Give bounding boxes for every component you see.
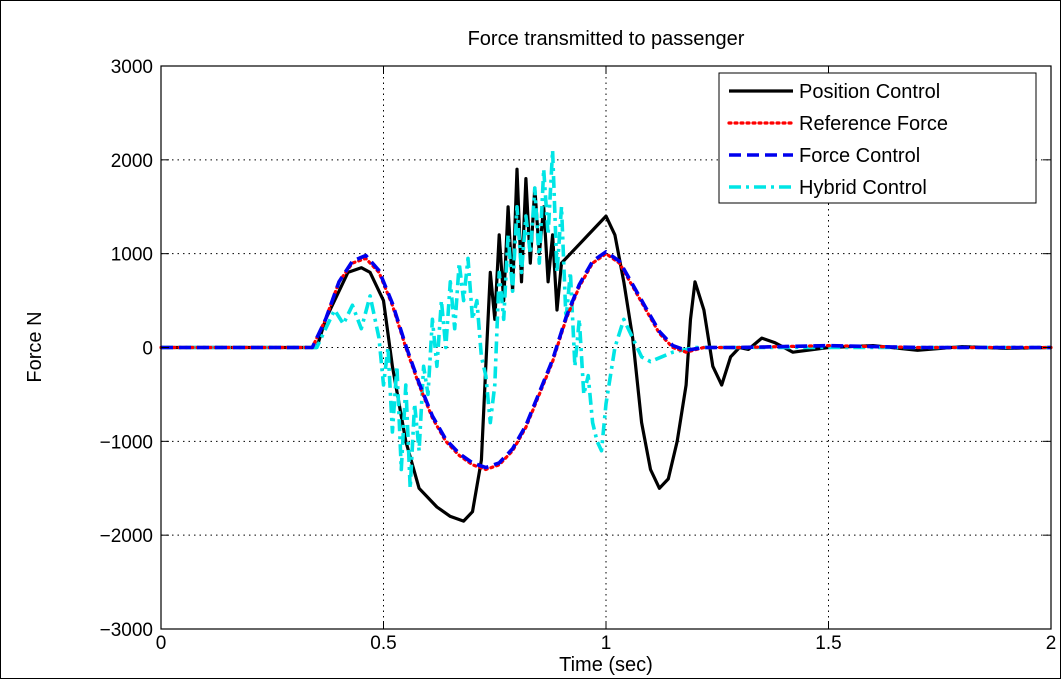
y-tick-label: 2000 <box>111 151 153 172</box>
axis-ticks: 0 0.5 1 1.5 2 −3000 −2000 −1000 0 1000 2000 3000 <box>100 57 1057 654</box>
legend-label-force-control: Force Control <box>799 145 920 167</box>
legend-box <box>718 72 1037 204</box>
y-tick-label: −3000 <box>100 620 153 641</box>
chart-title: Force transmitted to passenger <box>468 28 745 50</box>
y-tick-label: 3000 <box>111 57 153 78</box>
y-tick-label: 1000 <box>111 245 153 266</box>
x-tick-label: 1 <box>601 633 612 654</box>
legend-label-hybrid-control: Hybrid Control <box>799 177 927 199</box>
series-line-hybrid-control <box>161 148 1051 491</box>
series-line-position-control <box>161 167 1052 523</box>
legend-label-position-control: Position Control <box>799 81 940 103</box>
legend: Position Control Reference Force Force Con… <box>718 72 1037 204</box>
x-axis-label: Time (sec) <box>559 654 653 676</box>
x-tick-label: 0 <box>156 633 167 654</box>
series-line-force-control <box>161 250 1051 470</box>
x-tick-label: 1.5 <box>815 633 841 654</box>
x-tick-label: 2 <box>1046 633 1057 654</box>
series-lines <box>159 148 1053 523</box>
x-tick-label: 0.5 <box>370 633 396 654</box>
legend-label-reference-force: Reference Force <box>799 113 948 135</box>
y-tick-label: −1000 <box>100 432 153 453</box>
y-tick-label: −2000 <box>100 526 153 547</box>
y-tick-label: 0 <box>142 339 153 360</box>
y-axis-label: Force N <box>24 311 46 382</box>
